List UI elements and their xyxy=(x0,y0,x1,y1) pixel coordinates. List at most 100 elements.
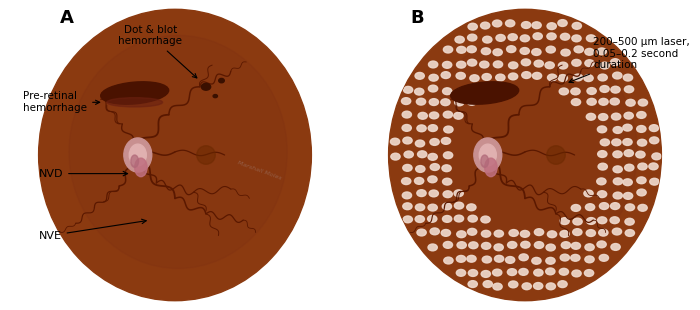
Ellipse shape xyxy=(521,241,530,248)
Ellipse shape xyxy=(428,244,438,251)
Ellipse shape xyxy=(509,281,518,288)
Ellipse shape xyxy=(558,281,567,288)
Text: A: A xyxy=(60,9,74,27)
Ellipse shape xyxy=(624,112,634,119)
Ellipse shape xyxy=(429,112,439,119)
Ellipse shape xyxy=(428,176,437,183)
Ellipse shape xyxy=(480,22,490,29)
Ellipse shape xyxy=(454,190,463,197)
Ellipse shape xyxy=(130,144,146,166)
Ellipse shape xyxy=(416,190,426,197)
Ellipse shape xyxy=(624,150,634,157)
Ellipse shape xyxy=(610,98,620,105)
Ellipse shape xyxy=(638,139,647,146)
Ellipse shape xyxy=(597,241,606,248)
Ellipse shape xyxy=(469,242,478,249)
Ellipse shape xyxy=(573,74,582,81)
Ellipse shape xyxy=(468,215,477,222)
Ellipse shape xyxy=(496,74,505,81)
Ellipse shape xyxy=(599,203,609,210)
Ellipse shape xyxy=(570,88,580,95)
Ellipse shape xyxy=(482,242,491,249)
Ellipse shape xyxy=(650,178,659,185)
Ellipse shape xyxy=(533,282,542,289)
Ellipse shape xyxy=(587,98,596,105)
Ellipse shape xyxy=(509,62,518,69)
Ellipse shape xyxy=(547,23,556,29)
Ellipse shape xyxy=(623,124,632,131)
Ellipse shape xyxy=(454,215,463,222)
Ellipse shape xyxy=(428,61,438,68)
Ellipse shape xyxy=(456,88,466,95)
Ellipse shape xyxy=(468,23,477,30)
Ellipse shape xyxy=(637,177,646,184)
Ellipse shape xyxy=(468,228,477,235)
Ellipse shape xyxy=(519,268,528,275)
Ellipse shape xyxy=(457,242,466,249)
Ellipse shape xyxy=(443,152,453,159)
Ellipse shape xyxy=(213,95,218,98)
Text: NVE: NVE xyxy=(38,219,146,241)
Ellipse shape xyxy=(454,99,464,106)
Ellipse shape xyxy=(442,203,452,210)
Ellipse shape xyxy=(482,256,491,263)
Ellipse shape xyxy=(586,230,596,237)
Ellipse shape xyxy=(650,137,659,144)
Ellipse shape xyxy=(584,190,593,197)
Ellipse shape xyxy=(572,35,581,42)
Ellipse shape xyxy=(600,139,610,146)
Ellipse shape xyxy=(402,125,412,131)
Ellipse shape xyxy=(417,125,426,132)
Ellipse shape xyxy=(584,270,594,277)
Ellipse shape xyxy=(197,146,216,164)
Ellipse shape xyxy=(534,241,544,248)
Ellipse shape xyxy=(546,268,555,275)
Ellipse shape xyxy=(584,75,593,82)
Ellipse shape xyxy=(612,72,622,79)
Ellipse shape xyxy=(624,193,633,199)
Ellipse shape xyxy=(533,269,543,276)
Ellipse shape xyxy=(429,99,438,105)
Ellipse shape xyxy=(428,153,438,160)
Ellipse shape xyxy=(571,99,580,105)
Ellipse shape xyxy=(598,229,608,236)
Ellipse shape xyxy=(573,218,582,225)
Ellipse shape xyxy=(585,204,595,210)
Ellipse shape xyxy=(637,126,646,132)
Ellipse shape xyxy=(482,48,491,55)
Ellipse shape xyxy=(38,9,312,301)
Ellipse shape xyxy=(481,271,491,277)
Ellipse shape xyxy=(574,46,583,53)
Ellipse shape xyxy=(532,22,541,29)
Ellipse shape xyxy=(474,138,502,172)
Ellipse shape xyxy=(508,73,518,80)
Ellipse shape xyxy=(430,164,440,170)
Ellipse shape xyxy=(625,230,634,237)
Ellipse shape xyxy=(468,59,477,66)
Ellipse shape xyxy=(494,244,503,251)
Ellipse shape xyxy=(467,204,476,211)
Ellipse shape xyxy=(441,72,450,78)
Ellipse shape xyxy=(623,179,632,186)
Ellipse shape xyxy=(418,113,427,119)
Ellipse shape xyxy=(522,283,531,290)
Ellipse shape xyxy=(467,255,476,262)
Ellipse shape xyxy=(467,99,477,105)
Ellipse shape xyxy=(456,269,466,276)
Ellipse shape xyxy=(442,88,452,95)
Ellipse shape xyxy=(649,163,658,170)
Ellipse shape xyxy=(444,126,453,133)
Ellipse shape xyxy=(480,86,489,93)
Ellipse shape xyxy=(470,75,479,82)
Ellipse shape xyxy=(624,86,634,93)
Ellipse shape xyxy=(519,254,528,261)
Ellipse shape xyxy=(623,74,633,81)
Ellipse shape xyxy=(218,78,224,83)
Text: Marshall Moles: Marshall Moles xyxy=(237,160,283,181)
Ellipse shape xyxy=(585,244,594,250)
Ellipse shape xyxy=(402,192,412,199)
Ellipse shape xyxy=(638,163,647,170)
Text: NVD: NVD xyxy=(38,169,127,179)
Ellipse shape xyxy=(623,139,632,145)
Ellipse shape xyxy=(547,146,566,164)
